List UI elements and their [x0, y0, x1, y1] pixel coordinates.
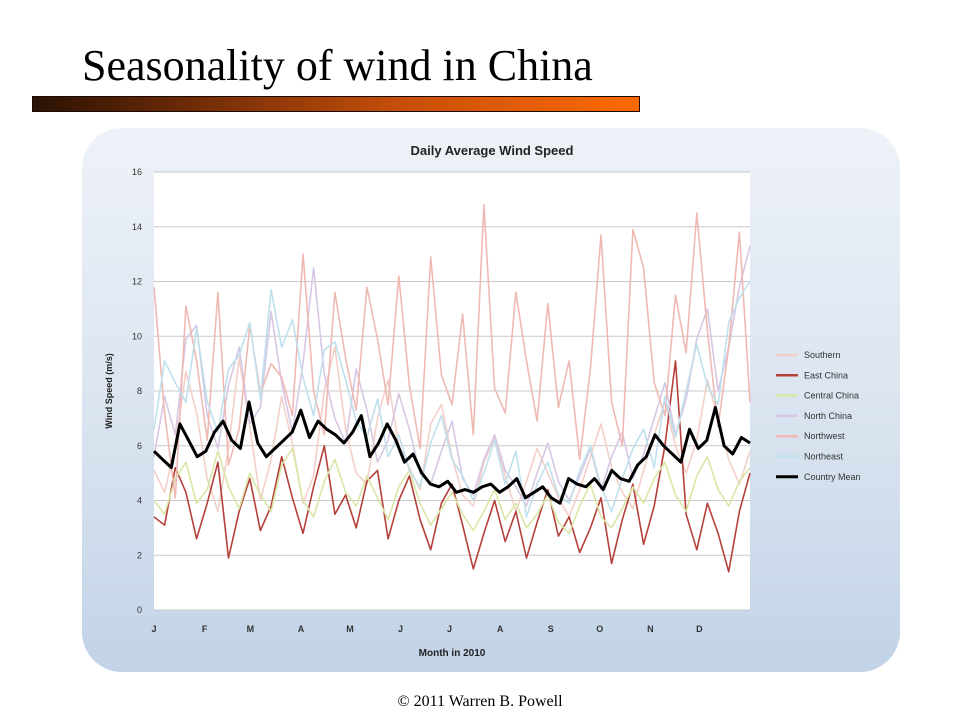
legend-label: North China	[804, 411, 852, 421]
x-tick-label: A	[497, 624, 504, 634]
chart-title: Daily Average Wind Speed	[411, 143, 574, 158]
x-tick-label: M	[346, 624, 354, 634]
y-tick-label: 16	[132, 167, 142, 177]
chart: 0 2 4 6 8 10 12 14 16 J F M A M J J A S O N D Daily Average…	[104, 143, 861, 659]
x-tick-label: F	[202, 624, 208, 634]
chart-panel: 0 2 4 6 8 10 12 14 16 J F M A M J J A S O N D Daily Average…	[82, 128, 900, 672]
slide-title: Seasonality of wind in China	[82, 41, 593, 90]
x-tick-label: J	[447, 624, 452, 634]
series-line-east-china	[153, 360, 751, 573]
x-tick-label: D	[696, 624, 703, 634]
legend-label: Southern	[804, 350, 841, 360]
y-tick-label: 10	[132, 331, 142, 341]
legend-label: Country Mean	[804, 472, 861, 482]
title-underline-bar	[32, 96, 640, 112]
x-tick-label: O	[596, 624, 603, 634]
series-line-country-mean	[152, 400, 751, 505]
legend-label: East China	[804, 370, 848, 380]
y-tick-label: 2	[137, 550, 142, 560]
y-tick-label: 8	[137, 386, 142, 396]
series-layer	[152, 204, 751, 573]
y-axis-label: Wind Speed (m/s)	[104, 353, 114, 428]
x-tick-label: J	[151, 624, 156, 634]
x-tick-label: M	[247, 624, 255, 634]
footer-copyright: © 2011 Warren B. Powell	[397, 693, 563, 710]
x-tick-label: J	[398, 624, 403, 634]
series-line-central-china	[153, 447, 751, 535]
x-tick-label: S	[548, 624, 554, 634]
legend: Southern East China Central China North Chi…	[776, 350, 861, 482]
y-tick-label: 0	[137, 605, 142, 615]
x-tick-label: A	[298, 624, 305, 634]
legend-label: Northwest	[804, 431, 845, 441]
series-line-northeast	[153, 281, 751, 518]
y-tick-label: 4	[137, 496, 142, 506]
x-axis-label: Month in 2010	[419, 648, 486, 659]
y-tick-label: 6	[137, 441, 142, 451]
x-tick-label: N	[647, 624, 654, 634]
legend-label: Northeast	[804, 452, 844, 462]
y-tick-label: 12	[132, 277, 142, 287]
legend-label: Central China	[804, 391, 859, 401]
y-tick-labels: 0 2 4 6 8 10 12 14 16	[132, 167, 142, 615]
y-tick-label: 14	[132, 222, 142, 232]
